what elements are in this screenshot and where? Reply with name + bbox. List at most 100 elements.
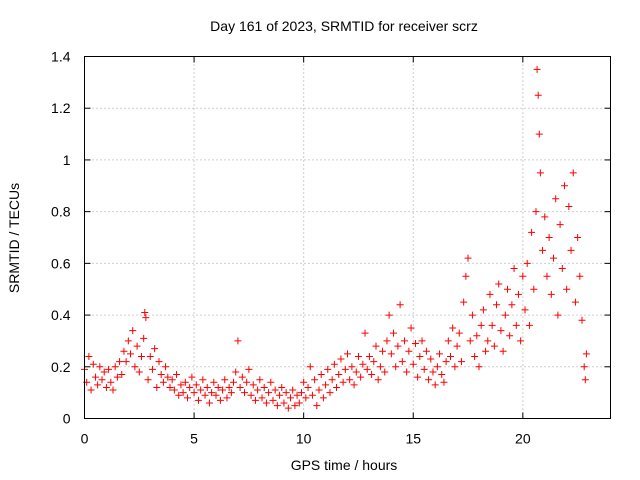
data-point (141, 308, 149, 316)
data-point (532, 208, 540, 216)
data-point (451, 363, 459, 371)
data-point (276, 391, 284, 399)
data-point (541, 213, 549, 221)
data-point (262, 399, 270, 407)
data-point (254, 386, 262, 394)
data-point (354, 352, 362, 360)
data-point (503, 285, 511, 293)
data-point (157, 371, 165, 379)
data-point (247, 391, 255, 399)
data-point (267, 378, 275, 386)
data-point (477, 321, 485, 329)
data-point (192, 381, 200, 389)
data-point (574, 234, 582, 241)
data-point (398, 358, 406, 366)
data-point (455, 329, 463, 337)
data-point (381, 368, 389, 376)
data-point (271, 386, 279, 394)
data-point (339, 378, 347, 386)
y-tick-label: 1.4 (51, 49, 71, 65)
data-point (416, 352, 424, 360)
data-point (164, 373, 172, 381)
grid-layer (84, 56, 611, 419)
data-point (238, 373, 246, 381)
data-point (396, 301, 404, 309)
data-point (214, 383, 222, 391)
data-point (317, 371, 325, 379)
data-point (315, 386, 323, 394)
data-point (499, 347, 507, 355)
data-point (105, 365, 113, 373)
data-point (210, 378, 218, 386)
data-point (203, 383, 211, 391)
data-point (581, 376, 589, 384)
data-point (173, 371, 181, 379)
data-point (350, 381, 358, 389)
x-tick-label: 20 (515, 431, 531, 447)
data-point (460, 298, 468, 306)
y-axis-title: SRMTID / TECUs (6, 183, 22, 293)
data-point (297, 389, 305, 397)
data-point (326, 389, 334, 397)
data-point (109, 386, 117, 394)
data-point (374, 376, 382, 384)
data-point (304, 383, 312, 391)
data-point (306, 363, 314, 371)
data-point (337, 355, 345, 363)
x-tick-label: 5 (190, 431, 198, 447)
data-point (240, 389, 248, 397)
data-point (536, 169, 544, 177)
data-point (543, 272, 551, 280)
data-point (528, 228, 536, 236)
data-point (433, 363, 441, 371)
data-point (308, 391, 316, 399)
data-point (517, 337, 525, 345)
data-point (335, 371, 343, 379)
data-point (219, 386, 227, 394)
y-tick-label: 0.8 (51, 204, 71, 220)
data-point (560, 182, 568, 190)
data-point (188, 373, 196, 381)
data-point (490, 342, 498, 350)
data-point (365, 352, 373, 360)
data-point (379, 347, 387, 355)
data-point (348, 363, 356, 371)
data-point (514, 290, 522, 298)
data-point (545, 234, 553, 241)
data-point (225, 383, 233, 391)
data-point (407, 324, 415, 332)
data-point (137, 352, 145, 360)
data-point (175, 391, 183, 399)
data-point (333, 383, 341, 391)
data-point (530, 285, 538, 293)
x-tick-label: 10 (296, 431, 312, 447)
data-point (282, 389, 290, 397)
data-point (85, 352, 93, 360)
data-point (127, 350, 135, 358)
data-point (249, 381, 257, 389)
data-point (177, 381, 185, 389)
data-point (190, 389, 198, 397)
data-point (405, 347, 413, 355)
data-point (265, 389, 273, 397)
data-point (475, 363, 483, 371)
data-point (554, 311, 562, 319)
axis-ticks (84, 56, 611, 419)
data-point (289, 386, 297, 394)
data-point (131, 363, 139, 371)
y-tick-label: 1.2 (51, 100, 71, 116)
data-point (107, 378, 115, 386)
data-point (457, 358, 465, 366)
data-point (482, 347, 490, 355)
data-point (273, 402, 281, 410)
data-point (179, 389, 187, 397)
y-tick-label: 0 (63, 411, 71, 427)
data-point (442, 358, 450, 366)
data-point (368, 371, 376, 379)
data-point (159, 378, 167, 386)
data-point (234, 337, 242, 345)
data-point (411, 340, 419, 348)
data-point (322, 381, 330, 389)
y-tick-label: 0.2 (51, 359, 71, 375)
data-point (506, 332, 514, 340)
